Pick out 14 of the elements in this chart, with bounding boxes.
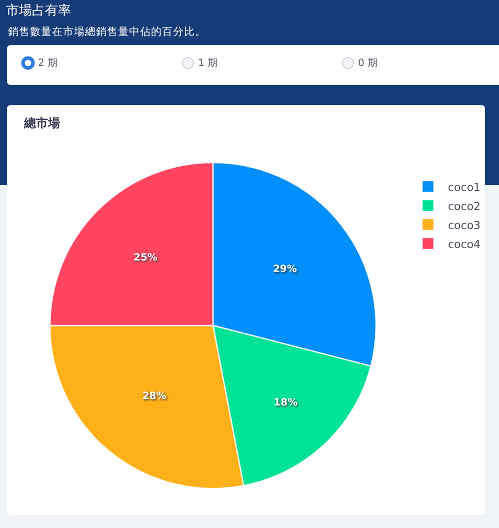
chart-title: 市場占有率 bbox=[6, 2, 71, 19]
data-label: 29% bbox=[272, 264, 297, 276]
text: 0 期 bbox=[358, 57, 378, 69]
legend-label: coco1 bbox=[448, 180, 481, 194]
text: 2 期 bbox=[38, 57, 58, 69]
data-label: 18% bbox=[274, 397, 298, 408]
legend-label: coco3 bbox=[448, 218, 481, 232]
text: 1 期 bbox=[198, 57, 218, 69]
legend-label: coco4 bbox=[448, 238, 481, 251]
chart-subtitle: 銷售數量在市場總銷售量中佔的百分比。 bbox=[8, 25, 206, 38]
data-label: 25% bbox=[134, 252, 158, 264]
text: 總市場 bbox=[23, 116, 60, 130]
legend-label: coco2 bbox=[448, 200, 481, 213]
data-label: 28% bbox=[142, 390, 166, 402]
